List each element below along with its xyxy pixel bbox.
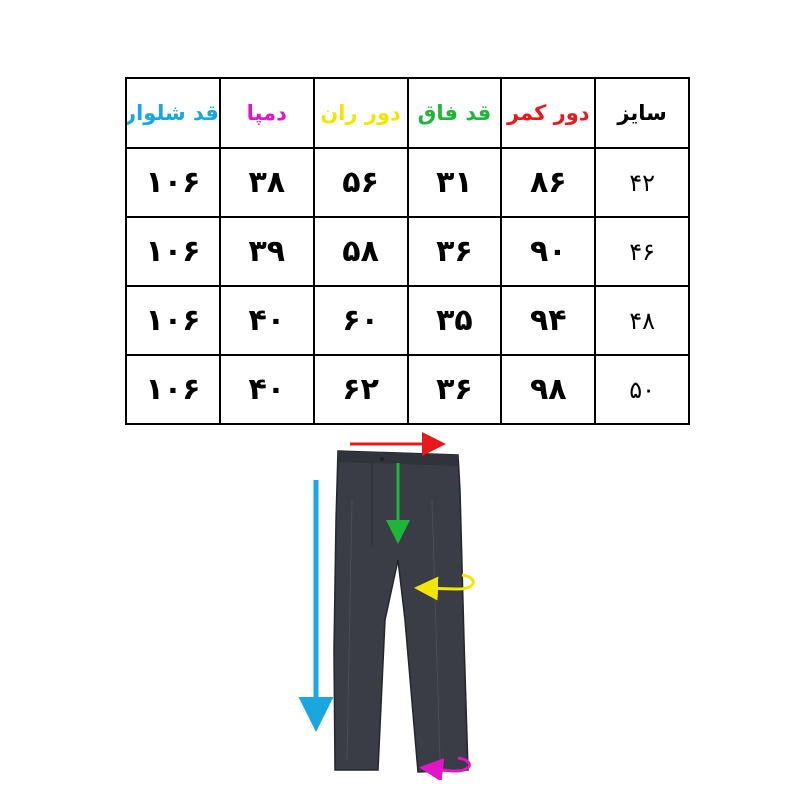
cell-thigh: ۵۸ bbox=[312, 216, 409, 287]
table-row: ۵۰ ۹۸ ۳۶ ۶۲ ۴۰ ۱۰۶ bbox=[125, 354, 690, 425]
trousers-image bbox=[333, 450, 469, 773]
size-chart-table: سایز دور کمر قد فاق دور ران دمپا قد شلوا… bbox=[125, 77, 690, 425]
cell-hem: ۳۸ bbox=[218, 147, 315, 218]
cell-rise: ۳۶ bbox=[406, 216, 503, 287]
cell-size: ۵۰ bbox=[594, 354, 690, 425]
cell-size: ۴۸ bbox=[594, 285, 690, 356]
cell-length: ۱۰۶ bbox=[125, 354, 221, 425]
header-waist: دور کمر bbox=[500, 77, 597, 149]
cell-thigh: ۵۶ bbox=[312, 147, 409, 218]
table-row: ۴۶ ۹۰ ۳۶ ۵۸ ۳۹ ۱۰۶ bbox=[125, 216, 690, 287]
header-thigh: دور ران bbox=[312, 77, 409, 149]
cell-thigh: ۶۰ bbox=[312, 285, 409, 356]
cell-waist: ۹۴ bbox=[500, 285, 597, 356]
cell-length: ۱۰۶ bbox=[125, 216, 221, 287]
trousers-measurement-diagram bbox=[298, 432, 475, 780]
header-hem: دمپا bbox=[218, 77, 315, 149]
cell-waist: ۸۶ bbox=[500, 147, 597, 218]
thigh-arrow bbox=[414, 573, 475, 601]
cell-length: ۱۰۶ bbox=[125, 147, 221, 218]
table-header-row: سایز دور کمر قد فاق دور ران دمپا قد شلوا… bbox=[125, 77, 690, 149]
hem-arrow bbox=[419, 756, 471, 780]
cell-rise: ۳۵ bbox=[406, 285, 503, 356]
cell-rise: ۳۱ bbox=[406, 147, 503, 218]
cell-size: ۴۲ bbox=[594, 147, 690, 218]
cell-hem: ۴۰ bbox=[218, 285, 315, 356]
header-size: سایز bbox=[594, 77, 690, 149]
cell-hem: ۴۰ bbox=[218, 354, 315, 425]
cell-rise: ۳۶ bbox=[406, 354, 503, 425]
cell-size: ۴۶ bbox=[594, 216, 690, 287]
table-row: ۴۲ ۸۶ ۳۱ ۵۶ ۳۸ ۱۰۶ bbox=[125, 147, 690, 218]
header-rise: قد فاق bbox=[406, 77, 503, 149]
cell-length: ۱۰۶ bbox=[125, 285, 221, 356]
header-length: قد شلوار bbox=[125, 77, 221, 149]
cell-waist: ۹۸ bbox=[500, 354, 597, 425]
cell-hem: ۳۹ bbox=[218, 216, 315, 287]
cell-thigh: ۶۲ bbox=[312, 354, 409, 425]
cell-waist: ۹۰ bbox=[500, 216, 597, 287]
table-row: ۴۸ ۹۴ ۳۵ ۶۰ ۴۰ ۱۰۶ bbox=[125, 285, 690, 356]
